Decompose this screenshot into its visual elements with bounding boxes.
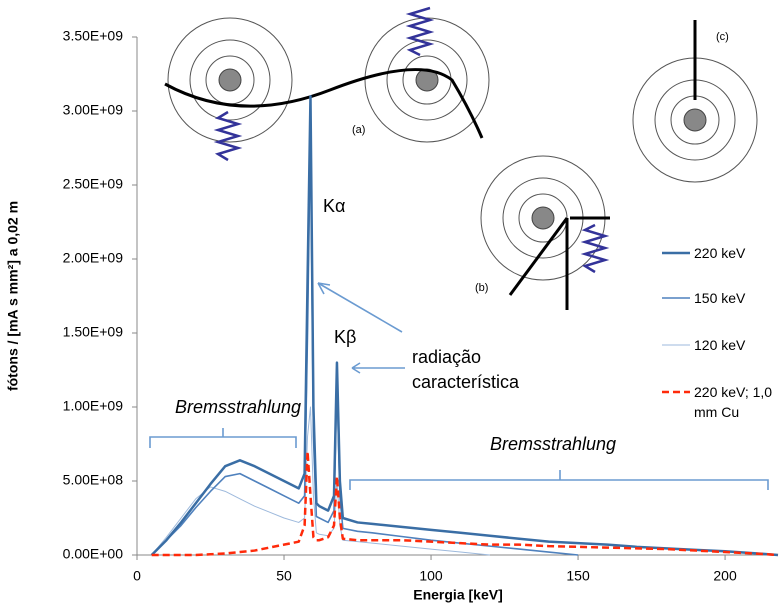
x-tick-label: 50 [276,568,292,584]
annotation: característica [412,372,520,392]
atom-diagrams [168,18,757,280]
nuclei [219,69,706,229]
legend-label: 220 keV; 1,0 mm Cu [694,382,774,422]
x-tick-label: 200 [713,568,737,584]
annotation: Bremsstrahlung [490,434,616,454]
y-axis-label: fótons / [mA s mm²] a 0,02 m [5,201,21,391]
x-tick-label: 100 [419,568,443,584]
y-tick-label: 3.00E+09 [63,102,124,118]
chart: Kα Kβ radiação característica Bremsstrah… [0,0,782,611]
legend-label: 220 keV [694,243,774,263]
y-tick-label: 3.50E+09 [63,28,124,44]
x-tick-label: 150 [566,568,590,584]
series-line [152,451,778,555]
y-tick-label: 2.50E+09 [63,176,124,192]
annotation: Kβ [334,327,356,347]
legend-label: 150 keV [694,288,774,308]
page: Kα Kβ radiação característica Bremsstrah… [0,0,782,611]
series-line [152,407,490,555]
y-tick-label: 2.00E+09 [63,250,124,266]
annotation: (a) [352,124,365,136]
annotation: (b) [475,282,488,294]
y-tick-label: 1.50E+09 [63,324,124,340]
x-axis-label: Energia [keV] [413,587,502,603]
y-tick-label: 1.00E+09 [63,398,124,414]
series-line [152,96,778,555]
y-tick-label: 0.00E+00 [63,546,124,562]
x-tick-label: 0 [133,568,141,584]
annotation: radiação [412,347,481,367]
annotation: (c) [716,31,729,43]
legend-label: 120 keV [694,335,774,355]
arrows [165,20,695,310]
annotation: Kα [323,196,345,216]
y-tick-label: 5.00E+08 [63,472,124,488]
annotation: Bremsstrahlung [175,397,301,417]
